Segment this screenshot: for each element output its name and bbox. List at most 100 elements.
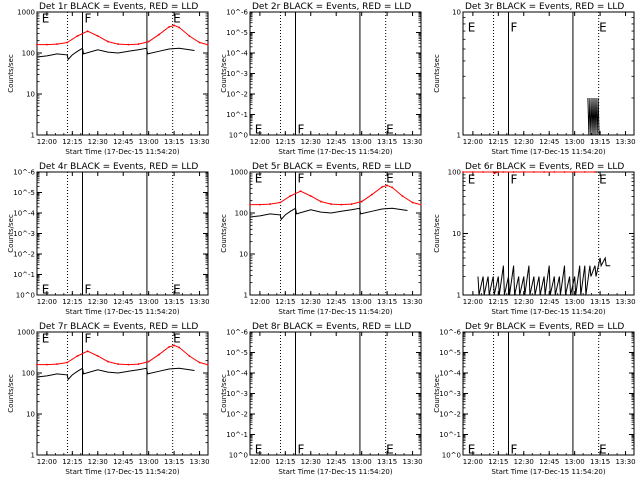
lld-data-point: [168, 26, 170, 28]
lld-data-point: [522, 171, 525, 173]
lld-data-point: [173, 24, 176, 27]
x-tick-label: 12:30: [88, 458, 108, 466]
chart-title: Det 6r BLACK = Events, RED = LLD: [465, 162, 624, 172]
plot-frame: [462, 171, 635, 296]
lld-data-point: [117, 363, 120, 365]
interval-marker-label: E: [599, 442, 607, 456]
interval-marker-label: E: [255, 442, 263, 456]
events-series-line: [249, 207, 408, 221]
y-tick-label: 10^-5: [439, 349, 461, 357]
lld-series-line: [463, 171, 595, 174]
chart-panel: Det 9r BLACK = Events, RED = LLD 10^0 10^-…: [433, 322, 636, 476]
x-tick-label: 12:15: [488, 298, 508, 306]
chart-title: Det 9r BLACK = Events, RED = LLD: [465, 322, 624, 332]
x-tick-label: 12:45: [539, 138, 559, 146]
x-tick-label: 13:15: [377, 298, 397, 306]
interval-marker-label: F: [298, 442, 305, 456]
lld-data-point: [543, 171, 546, 173]
lld-data-point: [462, 171, 464, 173]
y-tick-label: 10^-1: [226, 431, 248, 439]
plot-frame: [249, 171, 422, 296]
plot-frame: [249, 11, 422, 136]
x-tick-label: 12:15: [62, 138, 82, 146]
y-tick-label: 1: [457, 132, 461, 140]
lld-data-point: [289, 195, 292, 197]
y-tick-label: 10^-5: [13, 189, 35, 197]
lld-data-point: [512, 171, 515, 173]
lld-data-point: [36, 43, 38, 46]
lld-data-point: [36, 363, 38, 366]
x-axis-label: Start Time (17-Dec-15 11:54:20): [65, 468, 179, 476]
y-axis-label: Counts/sec: [220, 54, 228, 93]
chart-title: Det 3r BLACK = Events, RED = LLD: [465, 2, 624, 12]
lld-data-point: [96, 35, 99, 37]
y-tick-label: 10^0: [442, 452, 461, 460]
y-axis-label: Counts/sec: [220, 214, 228, 253]
y-tick-label: 10^-6: [226, 329, 248, 337]
x-axis-label: Start Time (17-Dec-15 11:54:20): [65, 148, 179, 156]
x-tick-label: 13:30: [402, 138, 422, 146]
lld-data-point: [391, 186, 394, 189]
lld-data-point: [309, 195, 312, 197]
interval-marker-label: E: [599, 173, 607, 187]
y-tick-label: 1000: [17, 329, 35, 337]
lld-data-point: [173, 344, 176, 347]
lld-data-point: [502, 171, 505, 173]
lld-data-point: [370, 193, 373, 196]
lld-data-point: [471, 171, 474, 173]
y-tick-label: 10: [26, 411, 35, 419]
lld-data-point: [279, 201, 282, 204]
lld-data-point: [45, 363, 48, 366]
y-tick-label: 10^-6: [226, 9, 248, 17]
lld-data-point: [45, 43, 48, 46]
lld-data-point: [107, 360, 109, 363]
x-tick-label: 13:30: [402, 298, 422, 306]
y-axis-label: Counts/sec: [7, 374, 15, 413]
lld-data-point: [178, 26, 181, 29]
x-tick-label: 12:00: [463, 298, 483, 306]
y-tick-label: 10^-4: [439, 370, 461, 378]
x-tick-label: 12:45: [326, 298, 346, 306]
lld-data-point: [320, 200, 322, 203]
x-tick-label: 12:45: [539, 458, 559, 466]
interval-marker-label: F: [298, 122, 305, 136]
lld-data-point: [360, 200, 363, 203]
chart-panel: Det 8r BLACK = Events, RED = LLD 10^0 10^-…: [220, 322, 423, 476]
lld-data-point: [340, 203, 343, 206]
x-tick-label: 13:30: [615, 138, 635, 146]
lld-data-point: [563, 171, 566, 173]
interval-marker-label: E: [386, 171, 394, 185]
y-tick-label: 10^-6: [13, 169, 35, 177]
interval-marker-label: E: [599, 20, 607, 34]
x-axis-label: Start Time (17-Dec-15 11:54:20): [278, 308, 392, 316]
y-tick-label: 10^-4: [226, 50, 248, 58]
y-tick-label: 10^-3: [13, 230, 35, 238]
y-tick-label: 100: [235, 210, 248, 218]
y-tick-label: 10: [452, 9, 461, 17]
x-tick-label: 13:15: [377, 138, 397, 146]
x-axis-label: Start Time (17-Dec-15 11:54:20): [491, 468, 605, 476]
x-tick-label: 12:00: [250, 298, 270, 306]
plot-frame: [462, 11, 635, 136]
y-axis-label: Counts/sec: [7, 54, 15, 93]
lld-series-line: [250, 184, 421, 206]
y-tick-label: 10: [452, 230, 461, 238]
interval-marker-label: E: [468, 173, 476, 187]
events-series-line: [587, 97, 600, 136]
lld-data-point: [299, 190, 302, 193]
y-tick-label: 1: [31, 132, 35, 140]
interval-marker-label: F: [511, 173, 518, 187]
y-tick-label: 10^-6: [439, 329, 461, 337]
lld-data-point: [178, 346, 181, 349]
y-tick-label: 10^-3: [226, 390, 248, 398]
y-axis-label: Counts/sec: [7, 214, 15, 253]
y-tick-label: 10^-2: [226, 91, 248, 99]
lld-data-point: [482, 171, 484, 173]
lld-data-point: [573, 171, 576, 173]
x-tick-label: 12:45: [539, 298, 559, 306]
y-tick-label: 1: [31, 452, 35, 460]
lld-data-point: [419, 203, 422, 206]
lld-data-point: [594, 171, 596, 173]
y-tick-label: 10: [26, 91, 35, 99]
lld-data-point: [147, 360, 150, 363]
